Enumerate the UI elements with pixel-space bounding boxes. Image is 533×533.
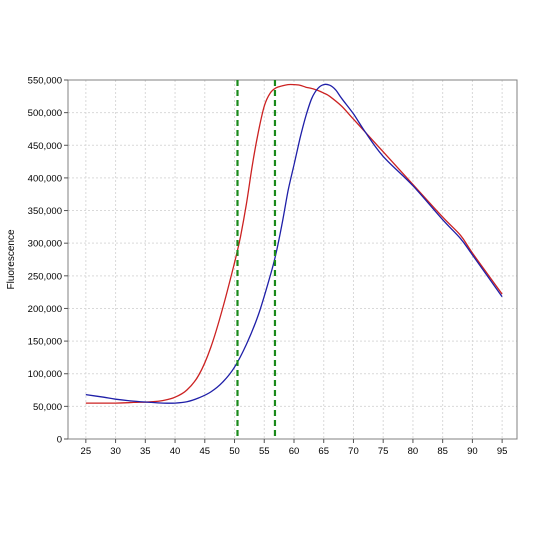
x-tick-label: 55 xyxy=(259,446,270,457)
y-tick-label: 300,000 xyxy=(28,239,62,250)
plot-area-frame xyxy=(67,79,518,440)
x-tick-label: 45 xyxy=(199,446,210,457)
y-tick-label: 50,000 xyxy=(33,402,62,413)
y-tick-label: 250,000 xyxy=(28,271,62,282)
y-tick-label: 150,000 xyxy=(28,337,62,348)
y-axis-title: Fluorescence xyxy=(6,229,17,289)
x-tick-label: 40 xyxy=(170,446,181,457)
axis-ticks: 25 30 35 40 45 50 55 60 65 70 75 80 85 90 95 0 50,000 100… xyxy=(28,76,508,458)
y-tick-label: 550,000 xyxy=(28,76,62,87)
x-tick-label: 70 xyxy=(348,446,359,457)
data-series xyxy=(85,83,503,404)
y-tick-label: 350,000 xyxy=(28,206,62,217)
x-tick-label: 30 xyxy=(110,446,121,457)
y-tick-label: 200,000 xyxy=(28,304,62,315)
y-tick-label: 100,000 xyxy=(28,369,62,380)
y-tick-label: 450,000 xyxy=(28,141,62,152)
x-tick-label: 35 xyxy=(140,446,151,457)
x-tick-label: 60 xyxy=(289,446,300,457)
series-line-2 xyxy=(85,83,503,404)
x-tick-label: 85 xyxy=(437,446,448,457)
x-tick-label: 75 xyxy=(378,446,389,457)
x-tick-label: 95 xyxy=(497,446,508,457)
x-tick-label: 80 xyxy=(408,446,419,457)
x-tick-label: 25 xyxy=(81,446,92,457)
x-tick-label: 90 xyxy=(467,446,478,457)
y-tick-label: 0 xyxy=(57,435,62,446)
series-line-1 xyxy=(85,83,503,404)
x-tick-label: 50 xyxy=(229,446,240,457)
y-tick-label: 500,000 xyxy=(28,108,62,119)
x-tick-label: 65 xyxy=(318,446,329,457)
y-tick-label: 400,000 xyxy=(28,173,62,184)
